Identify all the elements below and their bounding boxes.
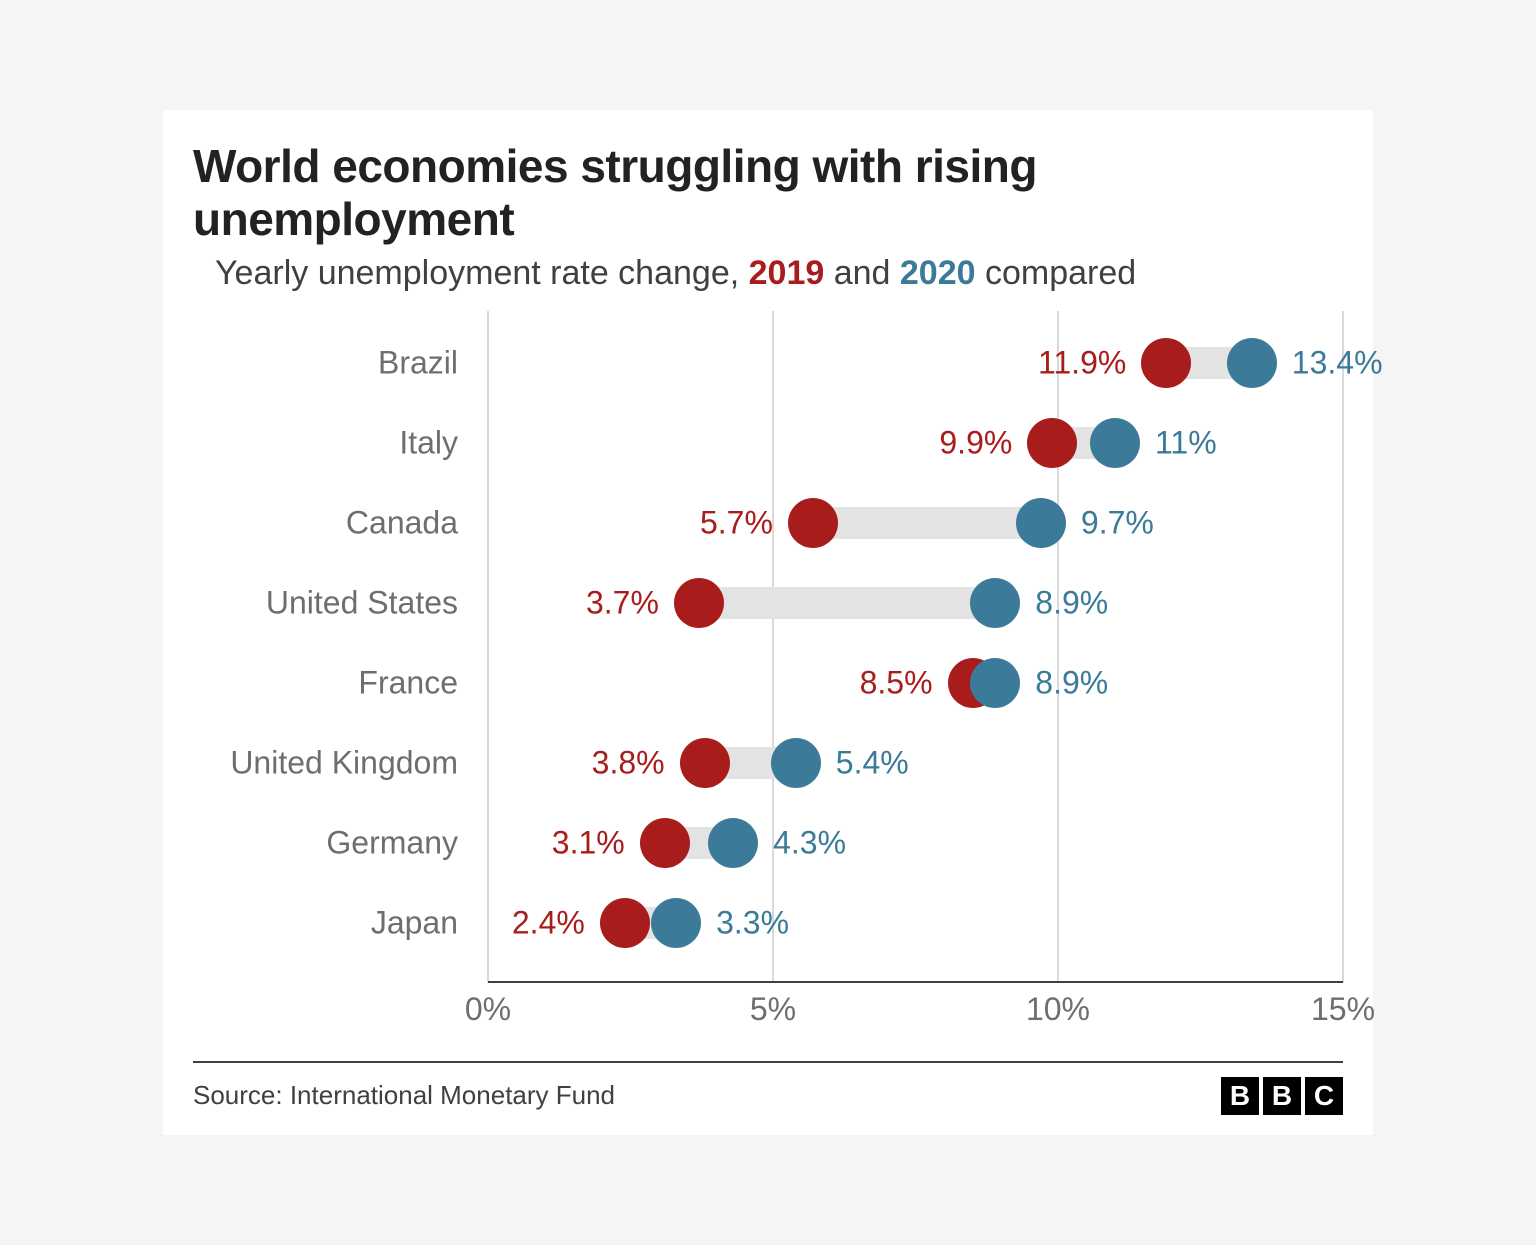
dot-2019 [680, 738, 730, 788]
value-label-2020: 4.3% [773, 824, 846, 861]
chart-title: World economies struggling with rising u… [193, 140, 1343, 246]
chart-row: Canada5.7%9.7% [488, 483, 1343, 563]
dot-2019 [1141, 338, 1191, 388]
chart-card: World economies struggling with rising u… [163, 110, 1373, 1135]
country-label: Italy [399, 424, 458, 461]
country-label: France [358, 664, 458, 701]
country-label: United Kingdom [230, 744, 458, 781]
plot-area: Brazil11.9%13.4%Italy9.9%11%Canada5.7%9.… [488, 311, 1343, 983]
dot-2019 [600, 898, 650, 948]
country-label: United States [266, 584, 458, 621]
value-label-2020: 8.9% [1035, 584, 1108, 621]
value-label-2020: 3.3% [716, 904, 789, 941]
value-label-2019: 11.9% [1038, 344, 1126, 381]
value-label-2020: 5.4% [836, 744, 909, 781]
chart-row: United States3.7%8.9% [488, 563, 1343, 643]
country-label: Brazil [378, 344, 458, 381]
value-label-2019: 2.4% [512, 904, 585, 941]
chart-row: Brazil11.9%13.4% [488, 323, 1343, 403]
country-label: Canada [346, 504, 458, 541]
value-label-2019: 9.9% [939, 424, 1012, 461]
chart-row: Italy9.9%11% [488, 403, 1343, 483]
chart-row: France8.5%8.9% [488, 643, 1343, 723]
dot-2020 [1016, 498, 1066, 548]
subtitle-middle: and [824, 254, 900, 292]
frame: World economies struggling with rising u… [0, 0, 1536, 1245]
dot-2020 [651, 898, 701, 948]
dumbbell-chart: Brazil11.9%13.4%Italy9.9%11%Canada5.7%9.… [488, 311, 1343, 1043]
chart-row: Germany3.1%4.3% [488, 803, 1343, 883]
value-label-2020: 9.7% [1081, 504, 1154, 541]
dot-2019 [788, 498, 838, 548]
value-label-2019: 3.7% [586, 584, 659, 621]
connector-bar [813, 507, 1041, 539]
value-label-2019: 8.5% [860, 664, 933, 701]
country-label: Germany [326, 824, 458, 861]
chart-row: Japan2.4%3.3% [488, 883, 1343, 963]
country-label: Japan [371, 904, 458, 941]
value-label-2020: 8.9% [1035, 664, 1108, 701]
value-label-2020: 11% [1155, 424, 1217, 461]
x-axis-tick-label: 15% [1311, 991, 1375, 1028]
chart-row: United Kingdom3.8%5.4% [488, 723, 1343, 803]
dot-2019 [674, 578, 724, 628]
value-label-2019: 3.1% [552, 824, 625, 861]
dot-2020 [1090, 418, 1140, 468]
dot-2019 [640, 818, 690, 868]
subtitle-year-2019: 2019 [749, 254, 825, 292]
connector-bar [699, 587, 995, 619]
subtitle-year-2020: 2020 [900, 254, 976, 292]
value-label-2020: 13.4% [1292, 344, 1383, 381]
dot-2020 [1227, 338, 1277, 388]
source-text: Source: International Monetary Fund [193, 1080, 615, 1111]
bbc-logo-letter: C [1305, 1077, 1343, 1115]
dot-2020 [970, 578, 1020, 628]
subtitle-suffix: compared [976, 254, 1137, 292]
bbc-logo-letter: B [1263, 1077, 1301, 1115]
dot-2020 [970, 658, 1020, 708]
bbc-logo: BBC [1221, 1077, 1343, 1115]
chart-subtitle: Yearly unemployment rate change, 2019 an… [193, 254, 1343, 293]
chart-area: Brazil11.9%13.4% Italy 9.9% 11% Canada 5.7% 9.… [193, 311, 1343, 1043]
dot-2020 [708, 818, 758, 868]
dot-2019 [1027, 418, 1077, 468]
subtitle-prefix: Yearly unemployment rate change, [215, 254, 749, 292]
bbc-logo-letter: B [1221, 1077, 1259, 1115]
x-axis-tick-label: 10% [1026, 991, 1090, 1028]
x-axis-tick-label: 5% [750, 991, 796, 1028]
x-axis-tick-label: 0% [465, 991, 511, 1028]
value-label-2019: 3.8% [592, 744, 665, 781]
chart-footer: Source: International Monetary Fund BBC [193, 1061, 1343, 1115]
value-label-2019: 5.7% [700, 504, 773, 541]
x-axis: 0%5%10%15% [488, 983, 1343, 1043]
dot-2020 [771, 738, 821, 788]
